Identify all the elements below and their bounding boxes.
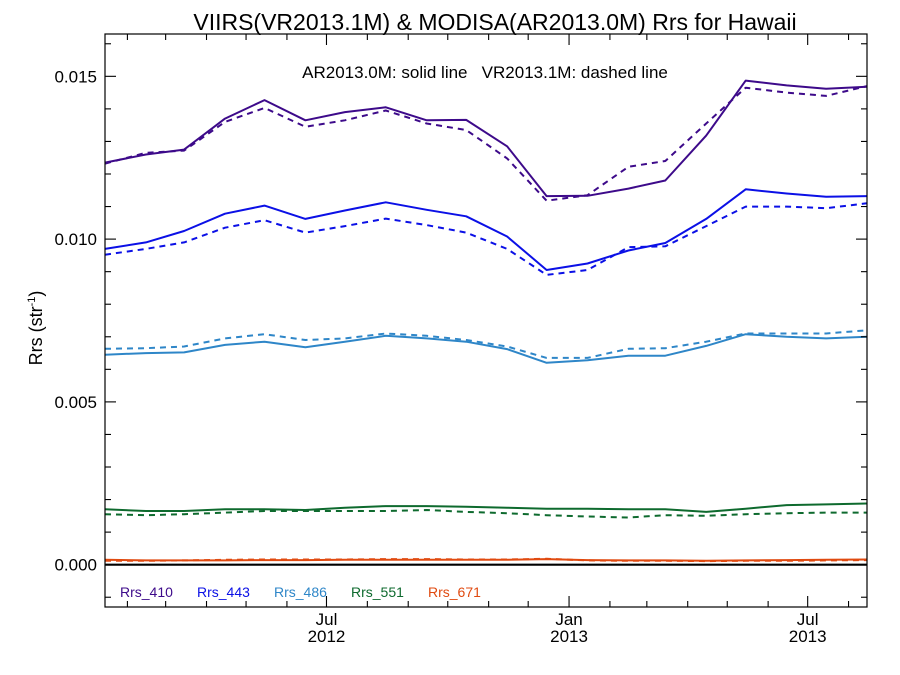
legend-entry-rrs-551: Rrs_551 [351,584,404,600]
y-tick-label: 0.015 [54,67,97,86]
y-tick-label: 0.010 [54,230,97,249]
plot-frame [104,33,868,608]
y-axis-label: Rrs (str-1) [26,291,46,366]
y-axis-label-superscript: -1 [26,297,38,307]
series-line-rrs-410-dashed [104,85,868,202]
axes [104,33,868,608]
x-tick-label-month: Jan [555,610,582,629]
y-axis-label-end: ) [26,291,46,297]
x-tick-label-year: 2012 [308,627,346,646]
series-line-rrs-410-solid [104,79,868,198]
series-line-rrs-486-solid [104,333,868,364]
series-line-rrs-443-dashed [104,202,868,276]
series-line-rrs-551-solid [104,502,868,513]
x-tick-label-year: 2013 [550,627,588,646]
series-line-rrs-671-dashed [105,557,868,563]
series-line-rrs-551-dashed [104,509,867,519]
x-tick-label-month: Jul [797,610,819,629]
tick-labels: 0.0000.0050.0100.015Jul2012Jan2013Jul201… [54,67,826,646]
series-line-rrs-486-dashed [104,329,868,359]
legend-entry-rrs-410: Rrs_410 [120,584,173,600]
legend-entry-rrs-486: Rrs_486 [274,584,327,600]
chart-title: VIIRS(VR2013.1M) & MODISA(AR2013.0M) Rrs… [193,9,796,35]
plot-lines [104,79,868,563]
legend-entry-rrs-443: Rrs_443 [197,584,250,600]
y-axis-label-main: Rrs (str [26,306,46,365]
y-tick-label: 0.000 [54,556,97,575]
legend-entry-rrs-671: Rrs_671 [428,584,481,600]
series-line-rrs-443-solid [104,188,868,271]
line-style-annotation: AR2013.0M: solid line VR2013.1M: dashed … [302,63,668,82]
x-tick-label-month: Jul [316,610,338,629]
y-tick-label: 0.005 [54,393,97,412]
x-tick-label-year: 2013 [789,627,827,646]
legend: Rrs_410 Rrs_443 Rrs_486 Rrs_551 Rrs_671 [120,584,481,600]
